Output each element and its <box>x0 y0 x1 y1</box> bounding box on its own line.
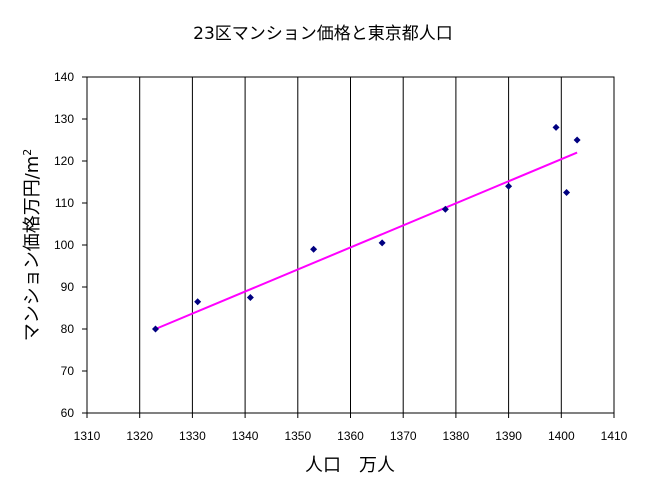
data-point <box>152 325 160 333</box>
x-tick-label: 1380 <box>443 429 470 443</box>
x-tick-label: 1350 <box>284 429 311 443</box>
data-point <box>563 189 571 196</box>
y-tick-label: 120 <box>54 154 74 168</box>
y-axis-label: マンション価格万円/m2 <box>21 149 43 342</box>
y-axis-label-text: マンション価格万円/m <box>22 156 43 342</box>
data-point <box>194 298 202 306</box>
x-tick-label: 1330 <box>179 429 206 443</box>
data-point <box>378 239 386 247</box>
x-tick-label: 1370 <box>390 429 417 443</box>
data-point <box>310 245 318 253</box>
y-tick-label: 80 <box>61 322 75 336</box>
y-tick-label: 110 <box>55 196 74 210</box>
y-tick-label: 60 <box>61 406 75 420</box>
y-tick-label: 130 <box>54 112 74 126</box>
data-point <box>441 205 449 213</box>
chart-title: 23区マンション価格と東京都人口 <box>193 24 453 44</box>
data-point <box>505 182 513 190</box>
data-point <box>246 294 254 301</box>
y-tick-label: 140 <box>54 70 74 84</box>
x-axis-label: 人口 万人 <box>305 455 395 476</box>
data-point <box>552 123 560 131</box>
x-tick-label: 1390 <box>495 429 522 443</box>
x-tick-label: 1340 <box>232 429 259 443</box>
x-tick-label: 1310 <box>74 429 101 443</box>
x-axis-ticks: 1310 1320 1330 1340 1350 1360 1370 1380 1390 1400… <box>74 413 628 443</box>
data-points <box>152 123 581 333</box>
y-tick-label: 100 <box>54 238 74 252</box>
x-tick-label: 1360 <box>337 429 364 443</box>
x-tick-label: 1400 <box>548 429 575 443</box>
y-axis-label-superscript: 2 <box>21 149 34 156</box>
x-tick-label: 1320 <box>126 429 153 443</box>
y-axis-ticks: 60 70 80 90 100 110 120 130 140 <box>54 70 87 420</box>
y-tick-label: 90 <box>61 280 75 294</box>
trendline <box>155 151 578 330</box>
x-tick-label: 1410 <box>601 429 628 443</box>
y-tick-label: 70 <box>61 364 75 378</box>
data-point <box>573 136 581 144</box>
grid-lines <box>139 77 562 413</box>
